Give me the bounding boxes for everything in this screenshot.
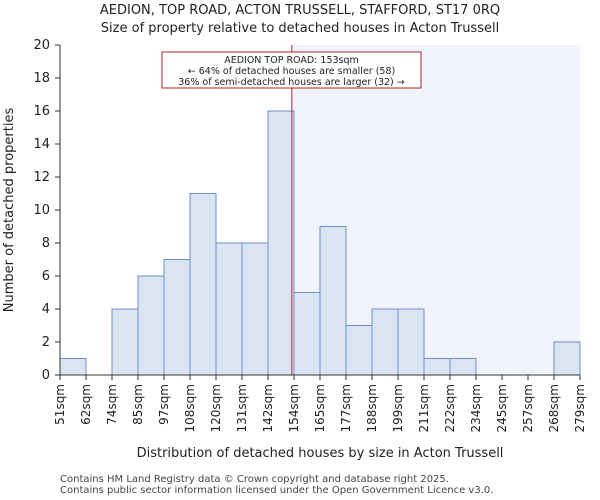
x-tick-label: 268sqm <box>547 384 561 432</box>
x-tick-label: 154sqm <box>287 384 301 432</box>
footer-line-1: Contains HM Land Registry data © Crown c… <box>60 474 449 485</box>
x-tick-label: 279sqm <box>573 384 587 432</box>
x-tick-label: 211sqm <box>417 384 431 432</box>
bar-51sqm <box>59 358 87 376</box>
bar-74sqm <box>111 308 139 376</box>
y-tick-label: 10 <box>33 203 50 218</box>
bar-199sqm <box>397 308 425 376</box>
x-tick-label: 188sqm <box>365 384 379 432</box>
y-tick-label: 16 <box>33 104 50 119</box>
bar-85sqm <box>137 275 165 376</box>
x-tick-label: 62sqm <box>79 384 93 425</box>
x-axis-label: Distribution of detached houses by size … <box>137 446 504 461</box>
chart-subtitle: Size of property relative to detached ho… <box>100 21 500 36</box>
annotation-line-3: 36% of semi-detached houses are larger (… <box>178 77 405 88</box>
x-tick-label: 222sqm <box>443 384 457 432</box>
y-tick-label: 20 <box>33 38 50 53</box>
x-tick-label: 108sqm <box>183 384 197 432</box>
x-tick-label: 177sqm <box>339 384 353 432</box>
annotation-box <box>161 51 422 89</box>
y-tick-label: 18 <box>33 71 50 86</box>
bar-165sqm <box>319 226 347 376</box>
y-axis-label: Number of detached properties <box>2 108 17 313</box>
x-tick-label: 257sqm <box>521 384 535 432</box>
x-tick-label: 131sqm <box>235 384 249 432</box>
x-tick-label: 234sqm <box>469 384 483 432</box>
bar-154sqm <box>293 292 321 376</box>
x-tick-label: 199sqm <box>391 384 405 432</box>
x-tick-label: 85sqm <box>131 384 145 425</box>
x-tick-label: 97sqm <box>157 384 171 425</box>
x-tick-label: 142sqm <box>261 384 275 432</box>
y-tick-label: 14 <box>33 137 50 152</box>
y-tick-label: 8 <box>42 236 50 251</box>
chart-title: AEDION, TOP ROAD, ACTON TRUSSELL, STAFFO… <box>99 3 501 18</box>
x-tick-label: 120sqm <box>209 384 223 432</box>
annotation-line-2: ← 64% of detached houses are smaller (58… <box>188 66 395 77</box>
bar-177sqm <box>345 325 373 376</box>
bar-120sqm <box>215 242 243 376</box>
bar-268sqm <box>553 341 581 376</box>
bar-97sqm <box>163 259 191 376</box>
x-tick-label: 245sqm <box>495 384 509 432</box>
bar-108sqm <box>189 193 217 376</box>
histogram-chart: 0 2 4 6 8 10 12 14 16 18 20 51sqm 62sqm 74sqm 85sqm 97… <box>2 38 587 461</box>
bar-211sqm <box>423 358 451 376</box>
y-tick-label: 12 <box>33 170 50 185</box>
y-tick-label: 6 <box>42 269 50 284</box>
bar-131sqm <box>241 242 269 376</box>
x-tick-label: 165sqm <box>313 384 327 432</box>
footer-line-2: Contains public sector information licen… <box>60 485 494 496</box>
y-tick-label: 4 <box>42 302 50 317</box>
bar-222sqm <box>449 358 477 376</box>
bar-142sqm <box>267 110 295 376</box>
annotation-line-1: AEDION TOP ROAD: 153sqm <box>224 55 359 66</box>
bar-188sqm <box>371 308 399 376</box>
x-tick-label: 74sqm <box>105 384 119 425</box>
x-tick-label: 51sqm <box>53 384 67 425</box>
y-tick-label: 0 <box>42 368 50 383</box>
y-tick-label: 2 <box>42 335 50 350</box>
